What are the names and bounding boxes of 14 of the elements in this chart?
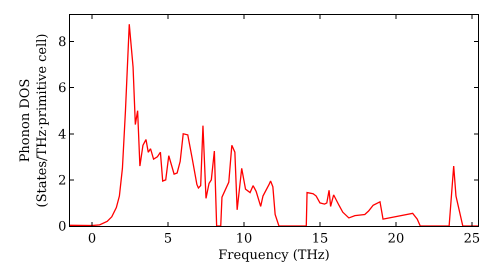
x-tick-label: 0 [88, 232, 96, 247]
line-series [70, 24, 478, 226]
x-tick-label: 20 [388, 232, 404, 247]
x-tick-label: 10 [236, 232, 252, 247]
x-tick-label: 25 [464, 232, 480, 247]
x-axis-title: Frequency (THz) [218, 248, 330, 264]
y-tick-label: 8 [58, 35, 66, 50]
y-tick-label: 0 [58, 220, 66, 235]
x-tick-label: 15 [312, 232, 328, 247]
y-tick-label: 2 [58, 173, 66, 188]
y-axis-title: Phonon DOS (States/THz·primitive cell) [18, 33, 50, 208]
x-tick-label: 5 [164, 232, 172, 247]
y-tick-label: 6 [58, 81, 66, 96]
y-tick-label: 4 [58, 127, 66, 142]
